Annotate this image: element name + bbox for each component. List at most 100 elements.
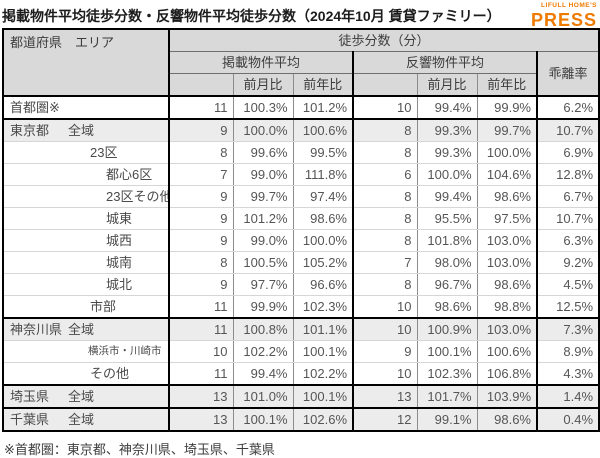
cell-response-avg: 13 [353,385,418,409]
table-row-saitama-all: 埼玉県 全域 13 101.0% 100.1% 13 101.7% 103.9% … [3,385,600,409]
table-row-shibu: 市部 11 99.9% 102.3% 10 98.6% 98.8% 12.5% [3,295,600,319]
cell-deviation: 4.3% [537,362,600,386]
cell-response-mom: 99.4% [417,96,478,120]
cell-deviation: 10.7% [537,207,600,230]
row-label: 埼玉県 全域 [3,385,170,409]
cell-listed-mom: 99.7% [233,185,294,208]
cell-response-yoy: 98.6% [477,185,538,208]
cell-listed-mom: 100.0% [233,119,294,142]
area-label: 全域 [68,389,95,404]
cell-deviation: 1.4% [537,385,600,409]
cell-listed-mom: 99.0% [233,163,294,186]
column-header-deviation: 乖離率 [535,51,600,97]
cell-listed-mom: 100.8% [233,318,294,341]
cell-listed-yoy: 100.1% [293,385,354,409]
cell-listed-mom: 99.0% [233,229,294,252]
header-row-span: 都道府県 エリア 徒歩分数（分） [3,29,600,97]
cell-response-yoy: 98.6% [477,273,538,296]
area-label: 都心6区 [106,167,153,182]
cell-listed-avg: 7 [169,163,234,186]
cell-listed-mom: 99.9% [233,295,294,319]
cell-response-avg: 6 [353,163,418,186]
cell-response-mom: 95.5% [417,207,478,230]
cell-listed-yoy: 105.2% [293,251,354,274]
row-label: 市部 [3,295,170,319]
table-row-shutoken: 首都圏※ 11 100.3% 101.2% 10 99.4% 99.9% 6.2… [3,96,600,120]
cell-listed-yoy: 102.2% [293,362,354,386]
row-label: 神奈川県 全域 [3,318,170,341]
cell-deviation: 6.2% [537,96,600,120]
cell-listed-yoy: 102.6% [293,408,354,432]
cell-deviation: 10.7% [537,119,600,142]
cell-response-avg: 8 [353,207,418,230]
cell-deviation: 4.5% [537,273,600,296]
cell-response-yoy: 99.7% [477,119,538,142]
cell-response-mom: 99.4% [417,185,478,208]
cell-listed-avg: 11 [169,96,234,120]
corner-header: 都道府県 エリア [3,29,170,97]
subheader-listed-mom: 前月比 [233,73,294,97]
area-label: 城南 [106,255,133,270]
cell-listed-avg: 9 [169,273,234,296]
cell-response-yoy: 97.5% [477,207,538,230]
cell-listed-avg: 9 [169,229,234,252]
cell-listed-yoy: 101.2% [293,96,354,120]
cell-listed-yoy: 100.0% [293,229,354,252]
cell-deviation: 7.3% [537,318,600,341]
cell-deviation: 6.3% [537,229,600,252]
cell-deviation: 6.9% [537,141,600,164]
cell-response-yoy: 104.6% [477,163,538,186]
table-row-23ku: 23区 8 99.6% 99.5% 8 99.3% 100.0% 6.9% [3,141,600,164]
area-label: 全域 [68,322,95,337]
row-label: 23区 [3,141,170,164]
cell-response-avg: 10 [353,362,418,386]
lifull-homes-press-logo: LIFULL HOME'S PRESS [531,2,598,28]
cell-response-avg: 8 [353,229,418,252]
cell-listed-mom: 100.3% [233,96,294,120]
cell-listed-avg: 8 [169,141,234,164]
cell-listed-mom: 101.2% [233,207,294,230]
cell-response-yoy: 98.6% [477,408,538,432]
title-bar: 掲載物件平均徒歩分数・反響物件平均徒歩分数（2024年10月 賃貸ファミリー） … [0,0,600,28]
table-row-chiba-all: 千葉県 全域 13 100.1% 102.6% 12 99.1% 98.6% 0.… [3,408,600,432]
walk-minutes-table: 都道府県 エリア 徒歩分数（分） 掲載物件平均 反響物件平均 乖離率 前月比 前… [2,28,600,432]
cell-response-yoy: 106.8% [477,362,538,386]
subheader-response-avg [353,73,418,97]
area-label: 横浜市・川崎市 [88,345,162,357]
cell-listed-avg: 8 [169,251,234,274]
cell-listed-yoy: 98.6% [293,207,354,230]
prefecture-label: 千葉県 [10,412,50,427]
row-label: 首都圏※ [3,96,170,120]
cell-listed-avg: 11 [169,318,234,341]
area-label: 23区 [90,145,118,160]
area-label: 市部 [90,299,117,314]
row-label: 都心6区 [3,163,170,186]
table-row-kanagawa-all: 神奈川県 全域 11 100.8% 101.1% 10 100.9% 103.0%… [3,318,600,341]
cell-listed-mom: 102.2% [233,340,294,363]
cell-listed-mom: 100.5% [233,251,294,274]
cell-listed-mom: 99.4% [233,362,294,386]
row-label: 城北 [3,273,170,296]
table-row-tokyo-all: 東京都 全域 9 100.0% 100.6% 8 99.3% 99.7% 10.7… [3,119,600,142]
cell-listed-avg: 10 [169,340,234,363]
cell-listed-avg: 11 [169,362,234,386]
cell-listed-avg: 13 [169,385,234,409]
area-label: 城東 [106,211,133,226]
area-label: 城北 [106,277,133,292]
cell-listed-avg: 13 [169,408,234,432]
area-label: 全域 [68,123,95,138]
cell-response-avg: 8 [353,273,418,296]
cell-deviation: 6.7% [537,185,600,208]
cell-response-yoy: 103.0% [477,318,538,341]
area-label: 全域 [68,412,95,427]
cell-listed-yoy: 100.6% [293,119,354,142]
table-row-yokohama-kawasaki: 横浜市・川崎市 10 102.2% 100.1% 9 100.1% 100.6%… [3,340,600,363]
cell-response-mom: 99.3% [417,119,478,142]
cell-deviation: 8.9% [537,340,600,363]
group-header-listed: 掲載物件平均 [169,51,354,74]
cell-response-avg: 12 [353,408,418,432]
subheader-response-yoy: 前年比 [477,73,538,97]
cell-listed-yoy: 102.3% [293,295,354,319]
cell-listed-avg: 9 [169,185,234,208]
row-label: 千葉県 全域 [3,408,170,432]
